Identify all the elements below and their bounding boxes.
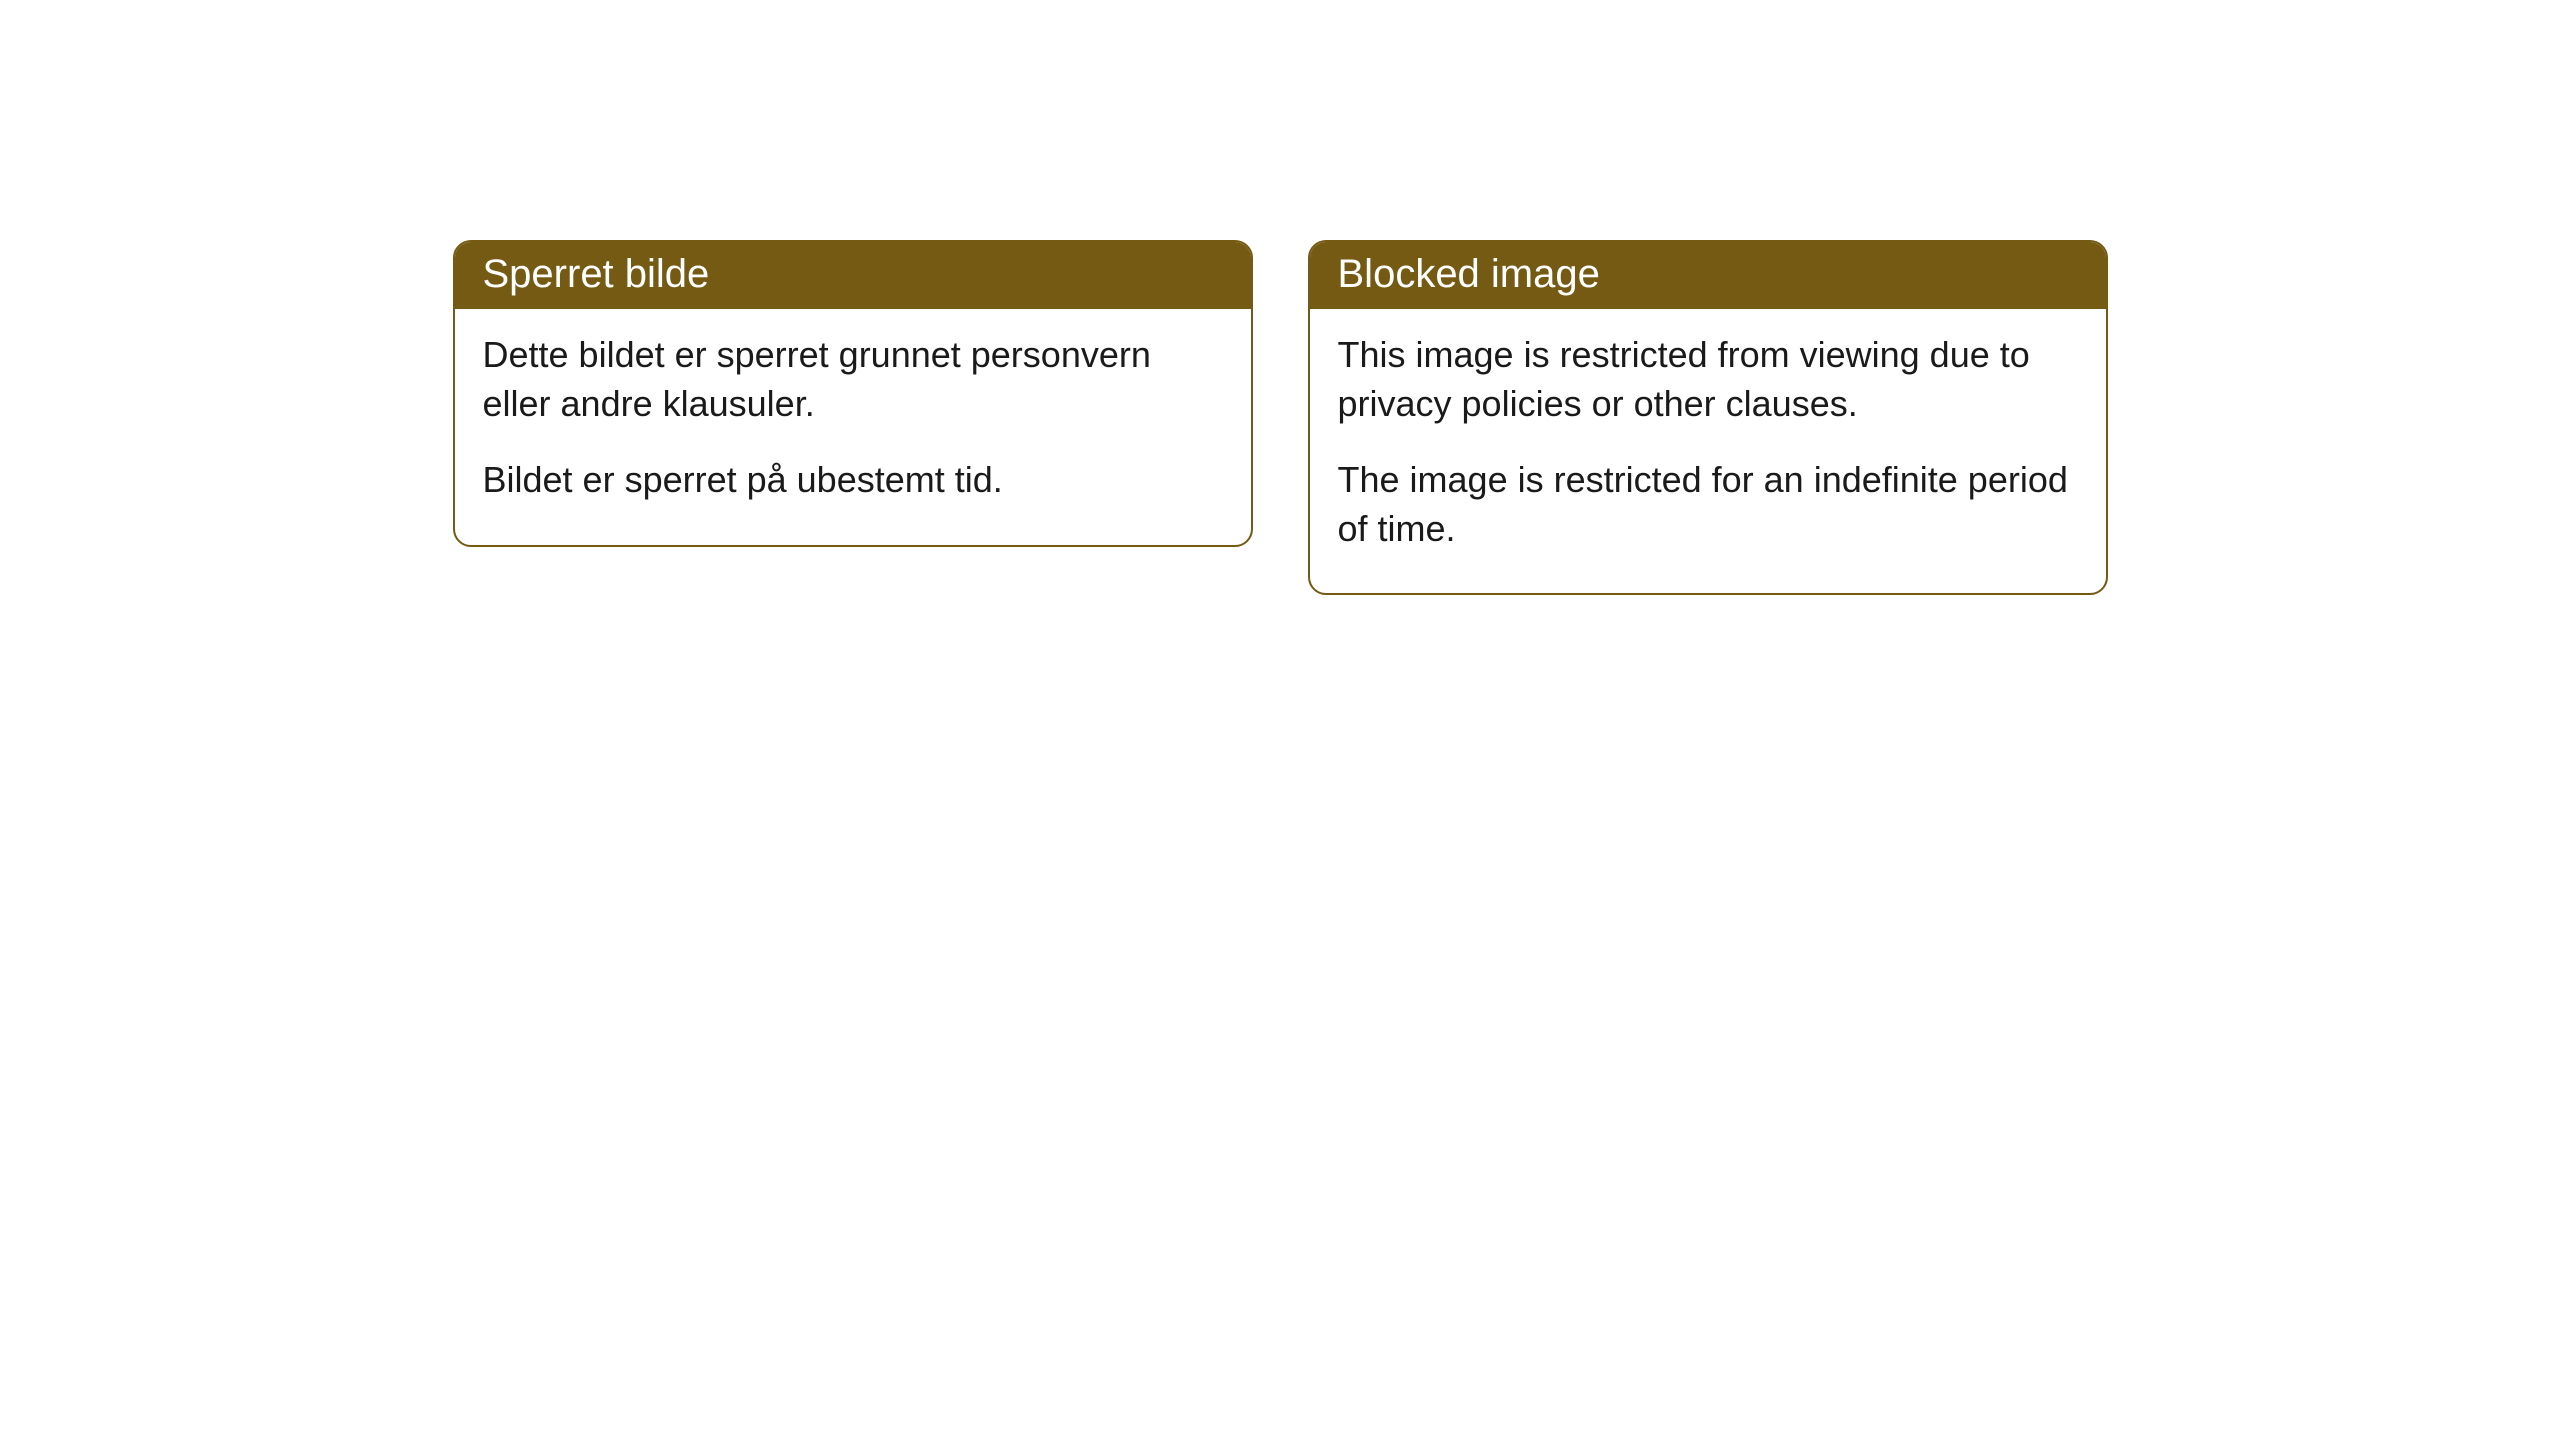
card-header-english: Blocked image [1310, 242, 2106, 309]
card-body-norwegian: Dette bildet er sperret grunnet personve… [455, 309, 1251, 545]
card-paragraph-2-norwegian: Bildet er sperret på ubestemt tid. [483, 456, 1223, 505]
cards-container: Sperret bilde Dette bildet er sperret gr… [0, 0, 2560, 595]
card-header-norwegian: Sperret bilde [455, 242, 1251, 309]
blocked-image-card-english: Blocked image This image is restricted f… [1308, 240, 2108, 595]
card-paragraph-1-english: This image is restricted from viewing du… [1338, 331, 2078, 428]
card-paragraph-2-english: The image is restricted for an indefinit… [1338, 456, 2078, 553]
card-body-english: This image is restricted from viewing du… [1310, 309, 2106, 593]
card-paragraph-1-norwegian: Dette bildet er sperret grunnet personve… [483, 331, 1223, 428]
blocked-image-card-norwegian: Sperret bilde Dette bildet er sperret gr… [453, 240, 1253, 547]
